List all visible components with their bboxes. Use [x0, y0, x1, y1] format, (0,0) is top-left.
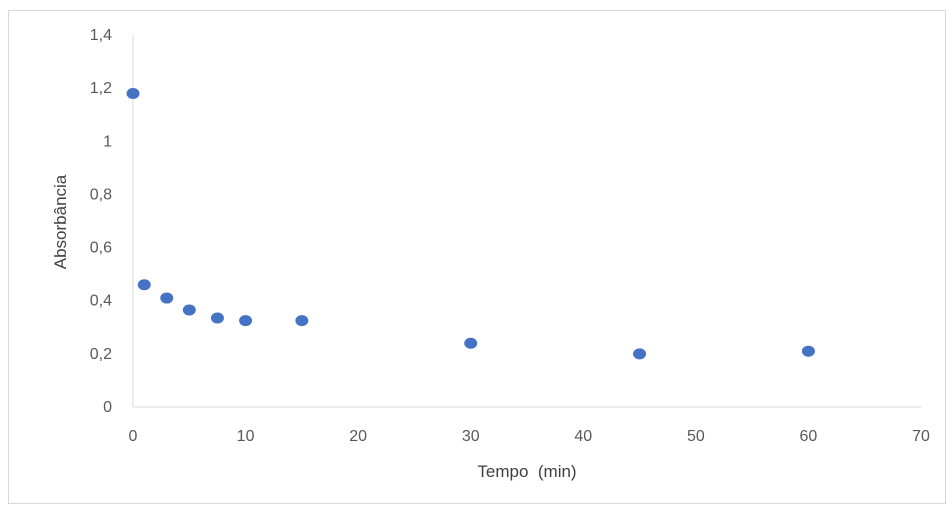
x-axis-tick-labels: 0 10 20 30 40 50 60 70 [129, 428, 930, 445]
y-axis-title: Absorbância [51, 174, 70, 269]
data-point [182, 304, 196, 316]
data-point [137, 279, 151, 291]
x-tick-label: 50 [687, 428, 705, 445]
y-tick-label: 0,2 [90, 346, 112, 363]
y-tick-label: 1 [103, 133, 112, 150]
x-tick-label: 60 [800, 428, 818, 445]
y-axis-tick-labels: 0 0,2 0,4 0,6 0,8 1 1,2 1,4 [90, 27, 112, 416]
y-tick-label: 1,4 [90, 27, 112, 44]
data-points [126, 87, 815, 360]
x-tick-label: 0 [129, 428, 138, 445]
x-tick-label: 70 [912, 428, 930, 445]
data-point [464, 337, 478, 349]
y-tick-label: 0,4 [90, 293, 112, 310]
data-point [633, 348, 647, 360]
x-tick-label: 30 [462, 428, 480, 445]
data-point [210, 312, 224, 324]
x-axis-title: Tempo (min) [477, 462, 576, 481]
chart-frame [8, 10, 946, 504]
y-tick-label: 1,2 [90, 80, 112, 97]
data-point [295, 315, 309, 327]
x-tick-label: 40 [574, 428, 592, 445]
x-tick-label: 20 [349, 428, 367, 445]
data-point [126, 87, 140, 99]
data-point [160, 292, 174, 304]
x-tick-label: 10 [237, 428, 255, 445]
y-tick-label: 0,8 [90, 186, 112, 203]
y-tick-label: 0 [103, 399, 112, 416]
data-point [801, 345, 815, 357]
y-tick-label: 0,6 [90, 240, 112, 257]
data-point [239, 315, 253, 327]
